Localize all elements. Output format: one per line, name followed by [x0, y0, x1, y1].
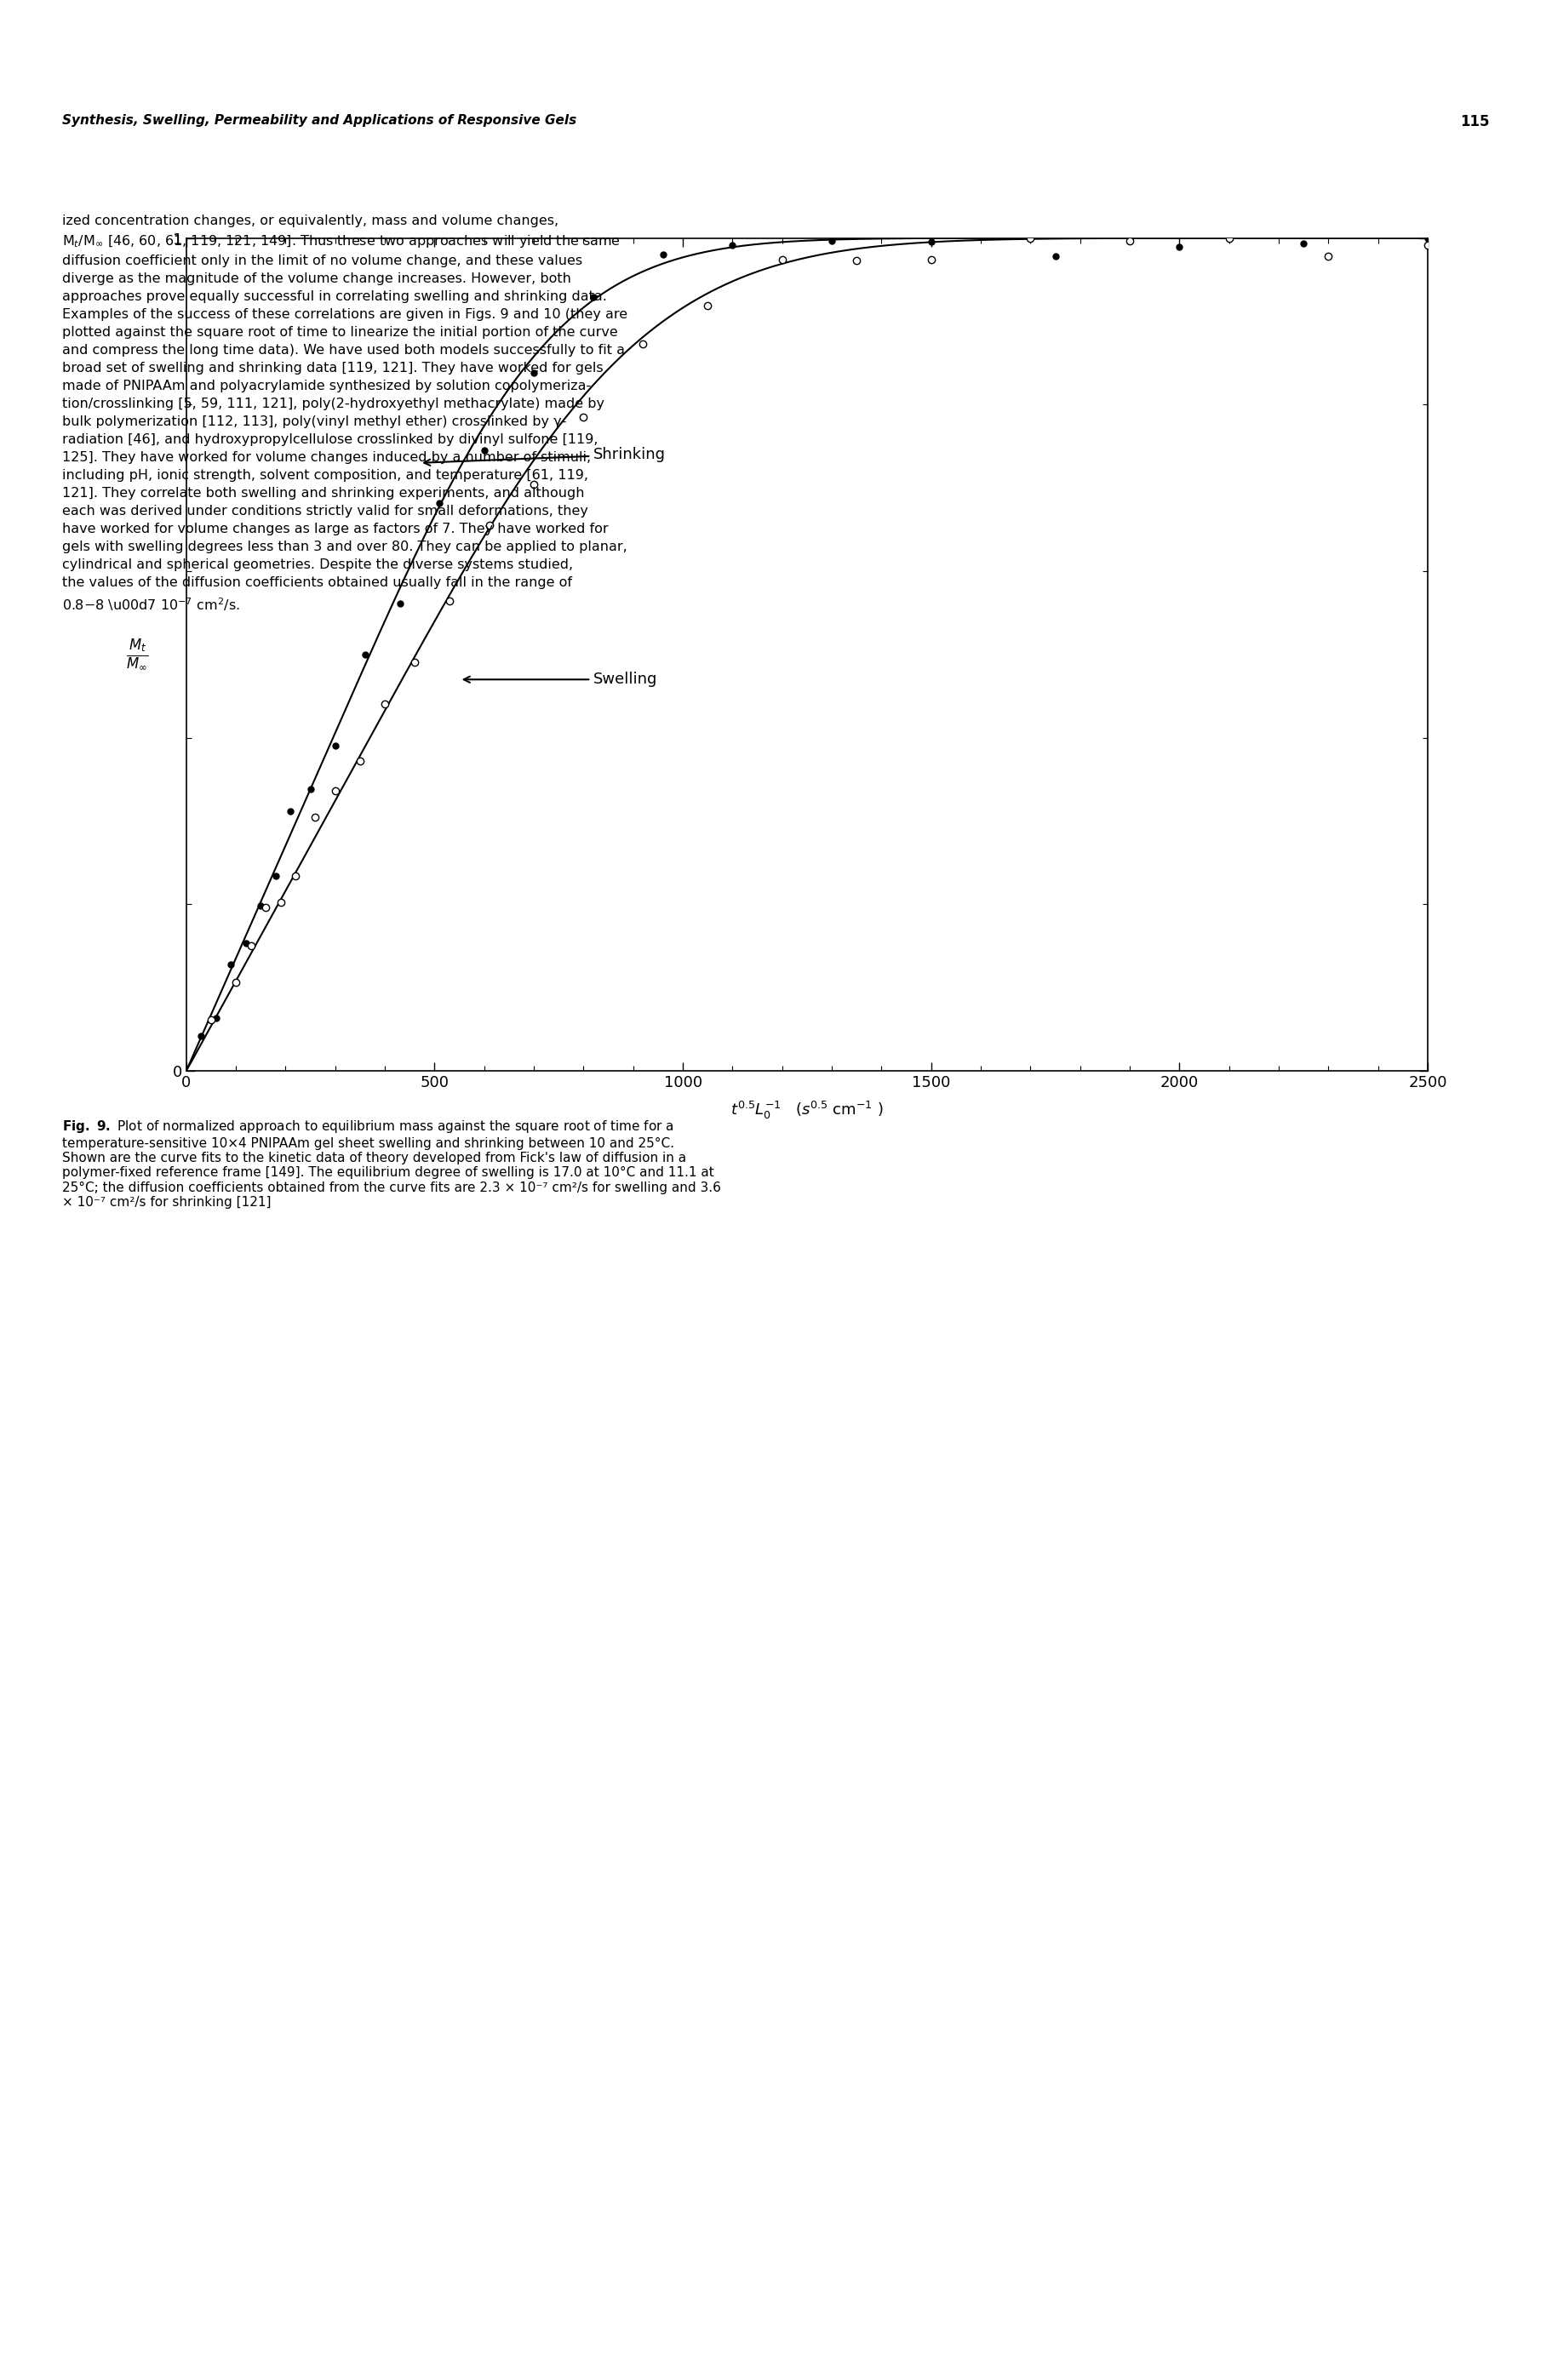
Text: $\bf{Fig.\ 9.}$ Plot of normalized approach to equilibrium mass against the squa: $\bf{Fig.\ 9.}$ Plot of normalized appro…	[62, 1119, 722, 1209]
Text: Swelling: Swelling	[464, 671, 658, 688]
Y-axis label: $\frac{M_t}{M_\infty}$: $\frac{M_t}{M_\infty}$	[126, 638, 147, 671]
Text: Shrinking: Shrinking	[424, 447, 666, 466]
Text: 115: 115	[1460, 114, 1490, 129]
X-axis label: $t^{0.5} L_0^{-1}$   ($s^{0.5}$ cm$^{-1}$ ): $t^{0.5} L_0^{-1}$ ($s^{0.5}$ cm$^{-1}$ …	[731, 1100, 883, 1121]
Text: Synthesis, Swelling, Permeability and Applications of Responsive Gels: Synthesis, Swelling, Permeability and Ap…	[62, 114, 576, 126]
Text: ized concentration changes, or equivalently, mass and volume changes,
M$_t$/M$_\: ized concentration changes, or equivalen…	[62, 214, 627, 612]
